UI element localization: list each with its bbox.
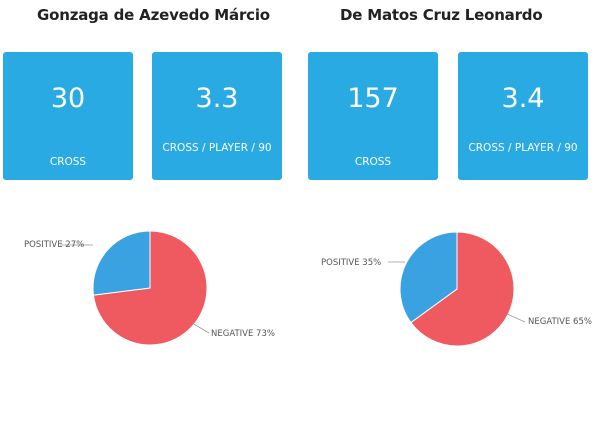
stat-value: 30 — [50, 83, 86, 114]
pie-label-positive: POSITIVE 27% — [24, 240, 84, 250]
pie-slice-positive — [92, 230, 151, 296]
stat-label: CROSS / PLAYER / 90 — [162, 142, 272, 154]
stat-card-cross: 157 CROSS — [308, 52, 438, 180]
player-name: Gonzaga de Azevedo Márcio — [37, 6, 270, 24]
stat-label: CROSS / PLAYER / 90 — [468, 142, 578, 154]
pie-label-positive: POSITIVE 35% — [321, 258, 381, 268]
pie-leader-line-negative — [191, 322, 210, 334]
stat-card-cross: 30 CROSS — [3, 52, 133, 180]
pie-chart: POSITIVE 27% NEGATIVE 73% — [24, 230, 275, 346]
stat-value: 3.4 — [501, 83, 545, 114]
player-panel-1: Gonzaga de Azevedo Márcio 30 CROSS 3.3 C… — [0, 0, 290, 425]
stat-value: 157 — [347, 83, 399, 114]
player-name: De Matos Cruz Leonardo — [340, 6, 543, 24]
player-panel-2: De Matos Cruz Leonardo 157 CROSS 3.4 CRO… — [300, 0, 592, 425]
pie-label-negative: NEGATIVE 73% — [211, 329, 275, 339]
stat-card-cross-per-90: 3.3 CROSS / PLAYER / 90 — [152, 52, 282, 180]
pie-label-negative: NEGATIVE 65% — [528, 317, 592, 327]
stat-card-cross-per-90: 3.4 CROSS / PLAYER / 90 — [458, 52, 588, 180]
stat-label: CROSS — [49, 156, 87, 168]
stat-value: 3.3 — [195, 83, 239, 114]
pie-leader-line-negative — [506, 313, 526, 323]
pie-chart: POSITIVE 35% NEGATIVE 65% — [321, 231, 592, 347]
pie-slice-negative — [410, 231, 515, 347]
pie-slice-positive — [399, 231, 458, 324]
stat-label: CROSS — [354, 156, 392, 168]
